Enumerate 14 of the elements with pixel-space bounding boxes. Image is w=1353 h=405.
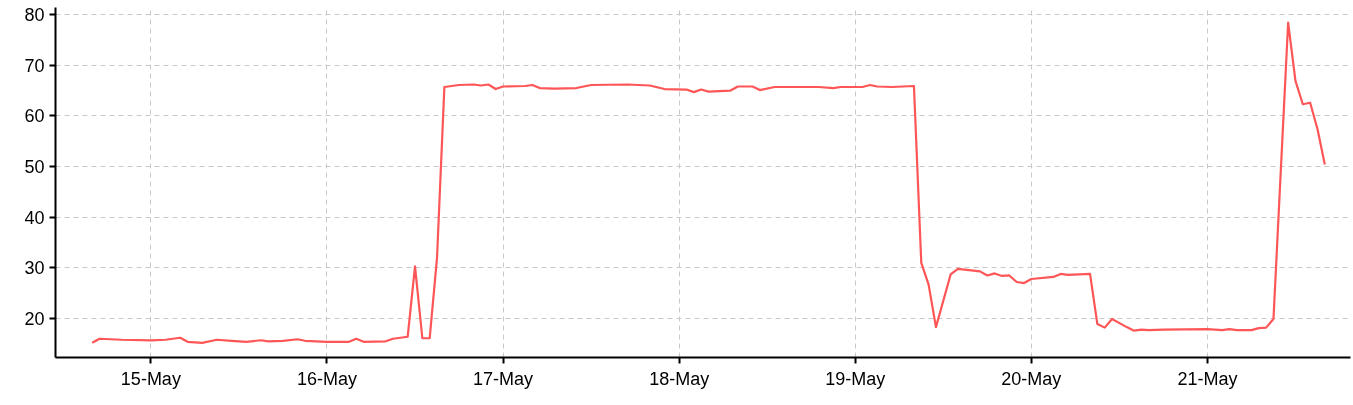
x-tick-label: 19-May: [825, 368, 886, 389]
x-tick-label: 16-May: [296, 368, 357, 389]
y-tick-label: 80: [24, 5, 45, 26]
y-tick-label: 60: [24, 106, 45, 127]
x-tick-label: 21-May: [1177, 368, 1238, 389]
x-tick-label: 15-May: [120, 368, 181, 389]
x-tick-label: 20-May: [1001, 368, 1062, 389]
y-tick-label: 20: [24, 309, 45, 329]
y-tick-label: 30: [24, 258, 45, 279]
y-tick-label: 40: [24, 207, 45, 228]
y-tick-label: 70: [24, 55, 45, 76]
y-tick-label: 50: [24, 157, 45, 178]
x-tick-label: 17-May: [473, 368, 534, 389]
x-tick-label: 18-May: [649, 368, 710, 389]
